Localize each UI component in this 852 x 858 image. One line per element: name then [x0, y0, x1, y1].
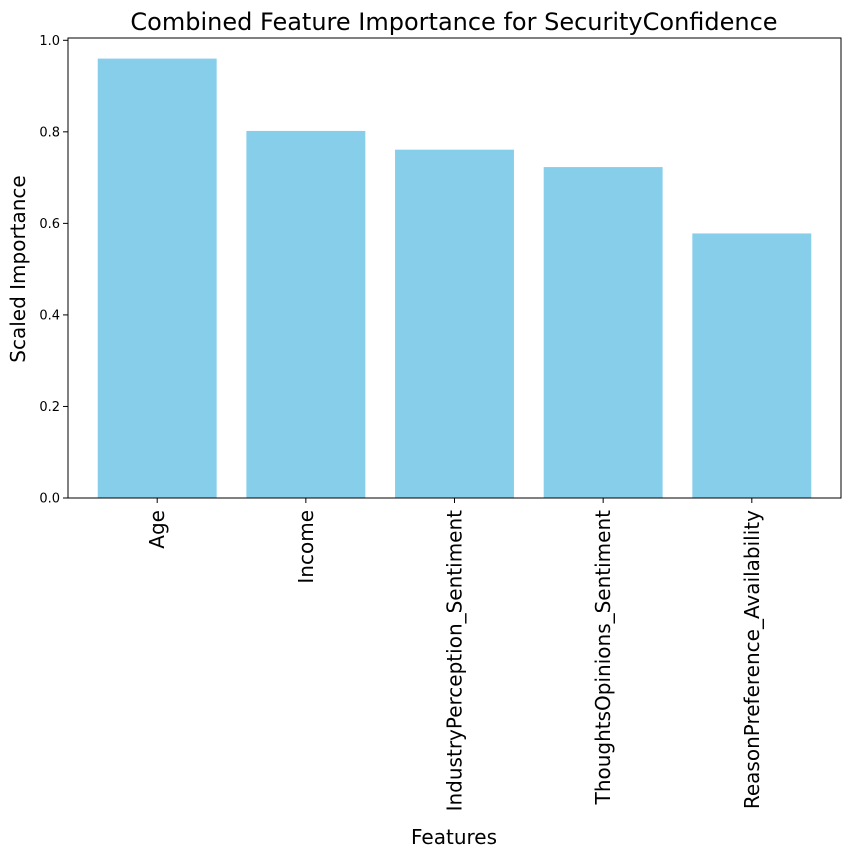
y-tick-label: 0.2: [39, 400, 60, 415]
bar-Age: [97, 58, 217, 498]
y-axis-ticks: 0.0 0.2 0.4 0.6 0.8 1.0: [39, 34, 68, 507]
bar-Income: [246, 130, 366, 499]
y-axis-label: Scaled Importance: [6, 175, 30, 362]
y-tick-label: 0.4: [39, 308, 60, 323]
y-tick-label: 1.0: [39, 34, 60, 49]
x-tick-label: Age: [145, 510, 169, 549]
bar-IndustryPerception_Sentiment: [395, 149, 514, 499]
x-tick-label: Income: [294, 510, 318, 584]
bar-ThoughtsOpinions_Sentiment: [543, 167, 663, 498]
y-tick-label: 0.8: [39, 125, 60, 140]
x-tick-label: ReasonPreference_Availability: [740, 510, 764, 809]
bar-ReasonPreference_Availability: [692, 233, 812, 498]
x-tick-label: ThoughtsOpinions_Sentiment: [591, 510, 615, 806]
x-axis-ticks: Age Income IndustryPerception_Sentiment Tho…: [145, 498, 764, 811]
plot-frame: [67, 37, 842, 499]
x-axis-label: Features: [411, 825, 497, 849]
x-tick-label: IndustryPerception_Sentiment: [443, 510, 467, 812]
y-tick-label: 0.6: [39, 217, 60, 232]
y-tick-label: 0.0: [39, 492, 60, 507]
bars-group: [97, 58, 812, 499]
chart-title: Combined Feature Importance for Security…: [130, 8, 777, 36]
